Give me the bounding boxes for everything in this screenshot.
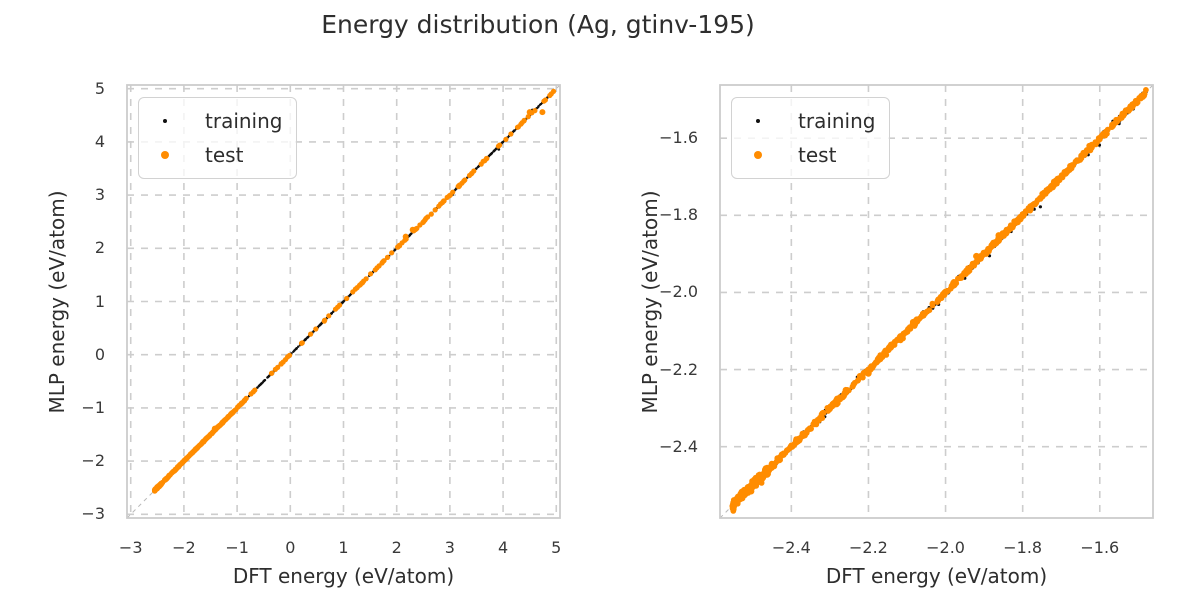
x-tick-label: 4 (497, 538, 509, 557)
test-legend-marker-icon (161, 151, 169, 159)
x-tick-label: −2.2 (849, 538, 888, 557)
x-axis-label: DFT energy (eV/atom) (825, 564, 1048, 588)
y-tick-label: −1.6 (659, 128, 698, 148)
y-tick-label: −1.8 (659, 205, 698, 225)
legend-label: test (205, 143, 244, 167)
x-tick-label: −2 (172, 538, 196, 557)
x-tick-label: 0 (285, 538, 296, 557)
test-legend-marker-icon (754, 151, 762, 159)
y-axis-label: MLP energy (eV/atom) (638, 189, 662, 414)
x-tick-label: −1.8 (1003, 538, 1043, 557)
legend-label: test (798, 143, 837, 167)
y-tick-label: 4 (94, 131, 105, 151)
y-tick-label: −2.2 (659, 359, 698, 379)
legend-row-training: training (732, 104, 875, 138)
y-tick-label: −2.0 (659, 282, 698, 302)
legend-row-training: training (139, 104, 282, 138)
plot-border (719, 84, 1154, 519)
training-legend-marker-icon (756, 119, 760, 123)
x-axis-label: DFT energy (eV/atom) (232, 564, 455, 588)
training-legend-marker-cell (732, 119, 784, 123)
x-tick-label: −2.0 (926, 538, 965, 557)
series-test (729, 87, 1149, 514)
figure-title: Energy distribution (Ag, gtinv-195) (321, 10, 755, 39)
legend-row-test: test (139, 138, 282, 172)
y-tick-label: −1 (81, 397, 105, 417)
legend: training test (138, 97, 298, 179)
x-tick-label: −2.4 (771, 538, 811, 557)
legend: training test (731, 97, 891, 179)
y-tick-label: 3 (94, 185, 105, 205)
right-scatter-canvas (719, 84, 1154, 519)
plot-border (126, 84, 561, 519)
y-tick-label: 5 (94, 78, 105, 98)
legend-label: training (205, 109, 283, 133)
training-legend-marker-cell (139, 119, 191, 123)
test-legend-marker-cell (139, 151, 191, 159)
y-axis-label: MLP energy (eV/atom) (45, 189, 69, 414)
y-tick-label: −2 (81, 451, 105, 471)
test-legend-marker-cell (732, 151, 784, 159)
x-tick-label: 2 (391, 538, 402, 557)
legend-row-test: test (732, 138, 875, 172)
y-tick-label: −2.4 (659, 436, 698, 456)
y-tick-label: −3 (81, 504, 105, 524)
y-tick-label: 1 (94, 291, 105, 311)
legend-label: training (798, 109, 876, 133)
y-tick-label: 0 (94, 344, 105, 364)
y-tick-label: 2 (94, 238, 105, 258)
x-tick-label: −1 (225, 538, 249, 557)
left-scatter-canvas (126, 84, 561, 519)
x-tick-label: −1.6 (1080, 538, 1120, 557)
x-tick-label: 3 (444, 538, 455, 557)
x-tick-label: 1 (338, 538, 349, 557)
x-tick-label: 5 (551, 538, 562, 557)
series-test (151, 88, 557, 494)
x-tick-label: −3 (118, 538, 143, 557)
training-legend-marker-icon (163, 119, 167, 123)
